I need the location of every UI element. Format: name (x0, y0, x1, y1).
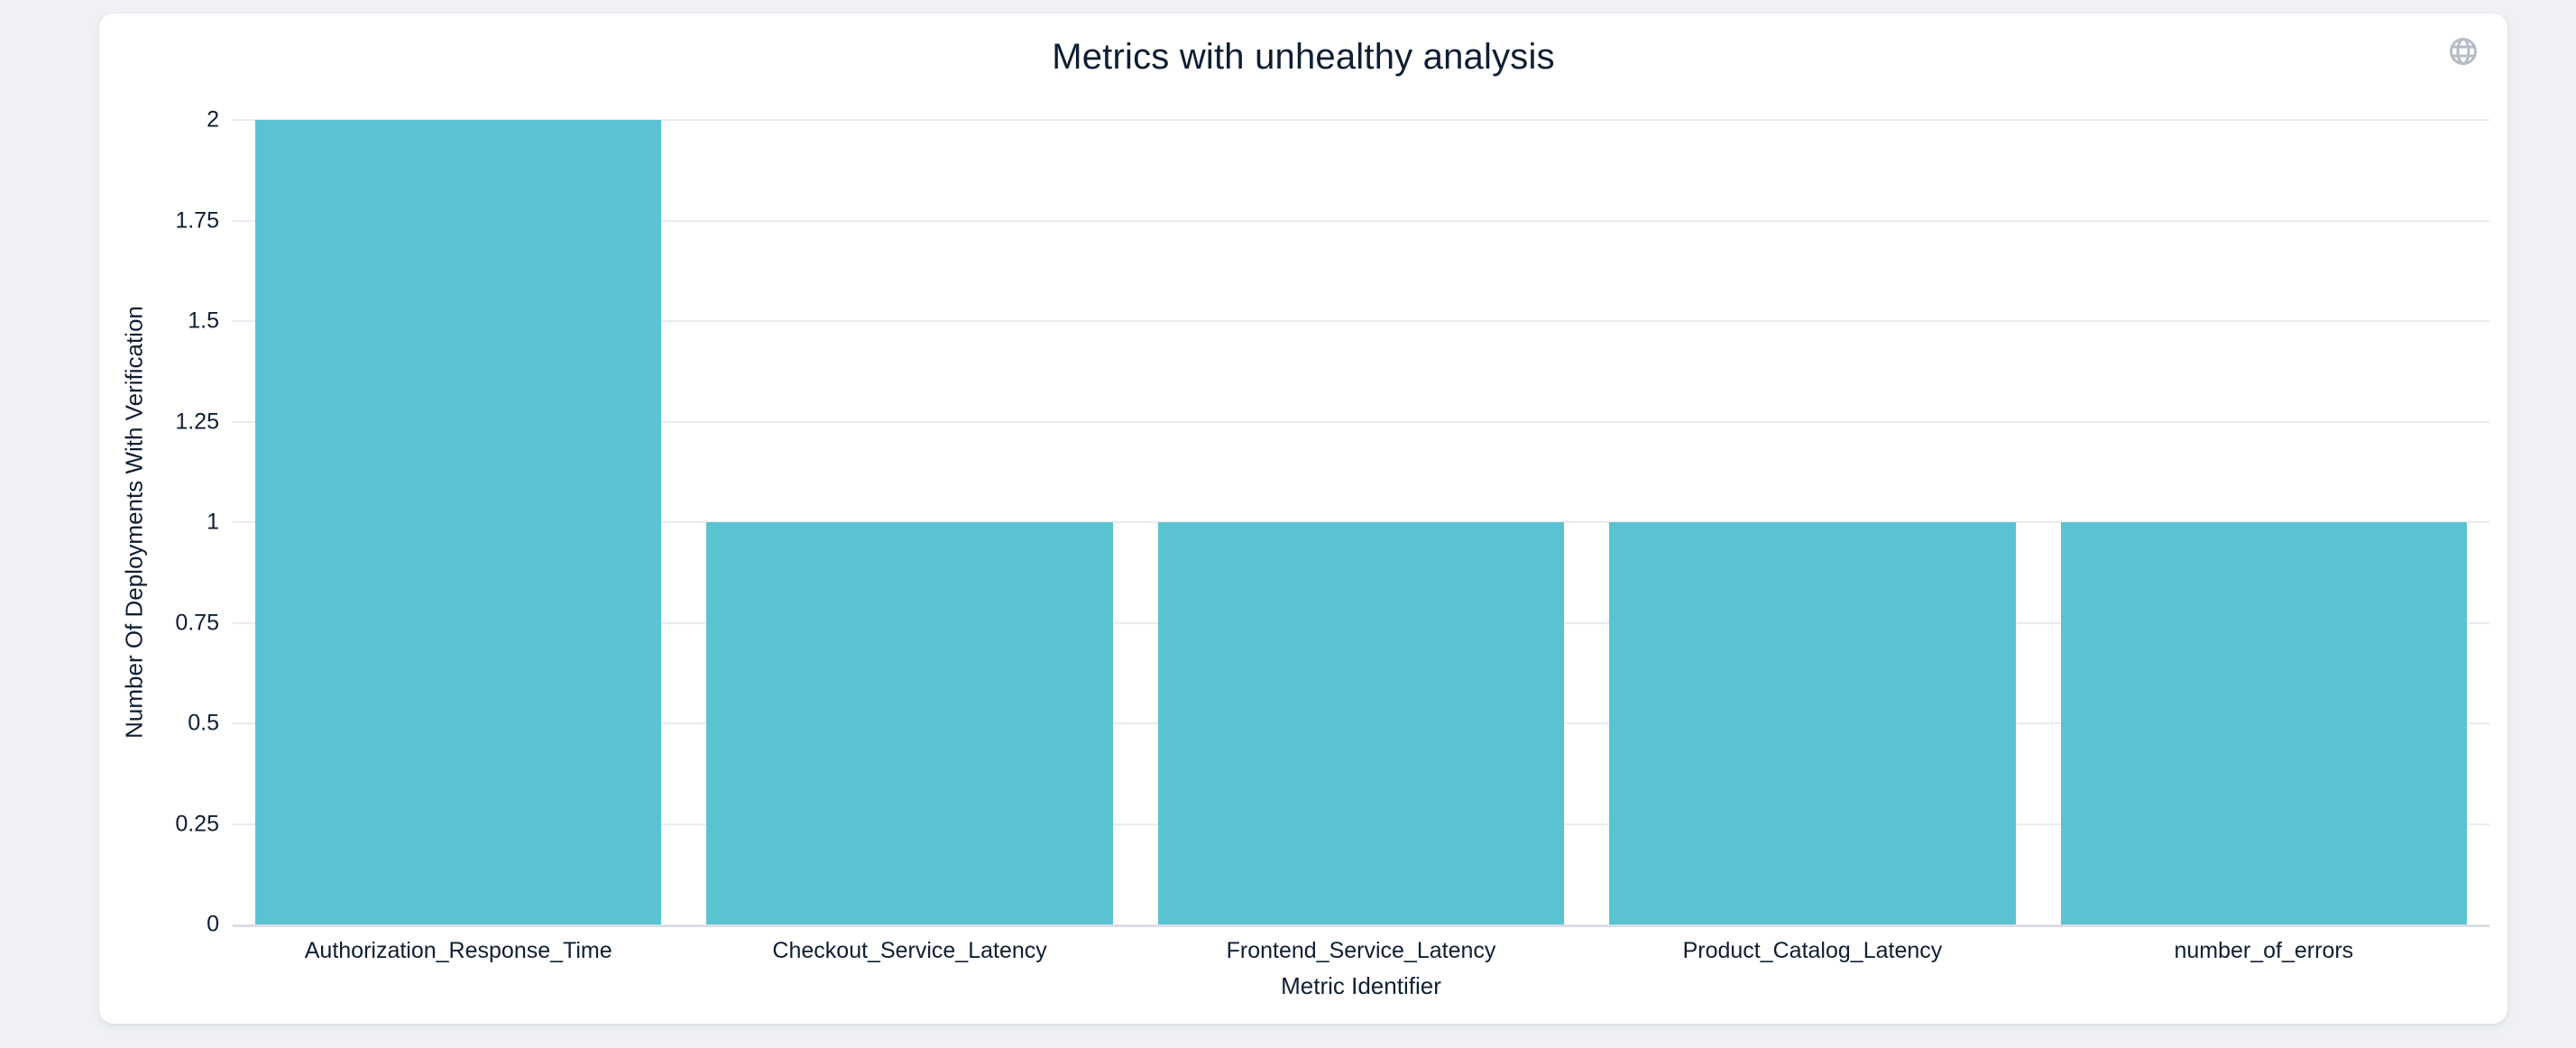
chart-card: Metrics with unhealthy analysis Number O… (99, 14, 2507, 1024)
x-axis-tick-labels: Authorization_Response_Time Checkout_Serv… (233, 938, 2489, 964)
y-tick-label-1: 1 (207, 509, 219, 535)
y-tick-label-0: 0 (207, 911, 219, 937)
gridline-y-1.25 (233, 420, 2489, 423)
bar-Product_Catalog_Latency[interactable] (1609, 522, 2016, 924)
y-tick-label-0.75: 0.75 (175, 610, 219, 635)
x-tick-label-Product_Catalog_Latency: Product_Catalog_Latency (1682, 938, 1943, 963)
y-tick-label-2: 2 (207, 106, 219, 133)
gridline-y-1.75 (233, 219, 2489, 222)
x-axis-line (233, 924, 2489, 927)
x-tick-label-number_of_errors: number_of_errors (2174, 938, 2354, 963)
globe-icon (2447, 38, 2479, 70)
bar-Frontend_Service_Latency[interactable] (1157, 522, 1565, 924)
locale-globe-button[interactable] (2447, 35, 2479, 68)
gridline-y-2 (233, 119, 2489, 121)
y-tick-label-0.5: 0.5 (188, 710, 219, 736)
y-tick-label-1.75: 1.75 (175, 207, 219, 233)
gridline-y-1.5 (233, 320, 2489, 322)
y-axis-title-wrap: Number Of Deployments With Verification (115, 120, 154, 924)
chart-title: Metrics with unhealthy analysis (1052, 37, 1555, 77)
y-tick-label-1.5: 1.5 (188, 308, 219, 334)
bar-Checkout_Service_Latency[interactable] (706, 522, 1113, 924)
x-tick-label-Frontend_Service_Latency: Frontend_Service_Latency (1226, 938, 1496, 963)
x-axis-title: Metric Identifier (1281, 972, 1441, 999)
y-axis-title: Number Of Deployments With Verification (120, 306, 148, 739)
bar-number_of_errors[interactable] (2060, 522, 2467, 924)
plot-area: Authorization_Response_Time Checkout_Serv… (175, 107, 2489, 999)
y-tick-label-0.25: 0.25 (175, 811, 219, 836)
x-tick-label-Checkout_Service_Latency: Checkout_Service_Latency (772, 938, 1047, 963)
y-tick-label-1.25: 1.25 (175, 409, 219, 434)
bar-Authorization_Response_Time[interactable] (255, 120, 662, 924)
x-tick-label-Authorization_Response_Time: Authorization_Response_Time (304, 938, 612, 963)
